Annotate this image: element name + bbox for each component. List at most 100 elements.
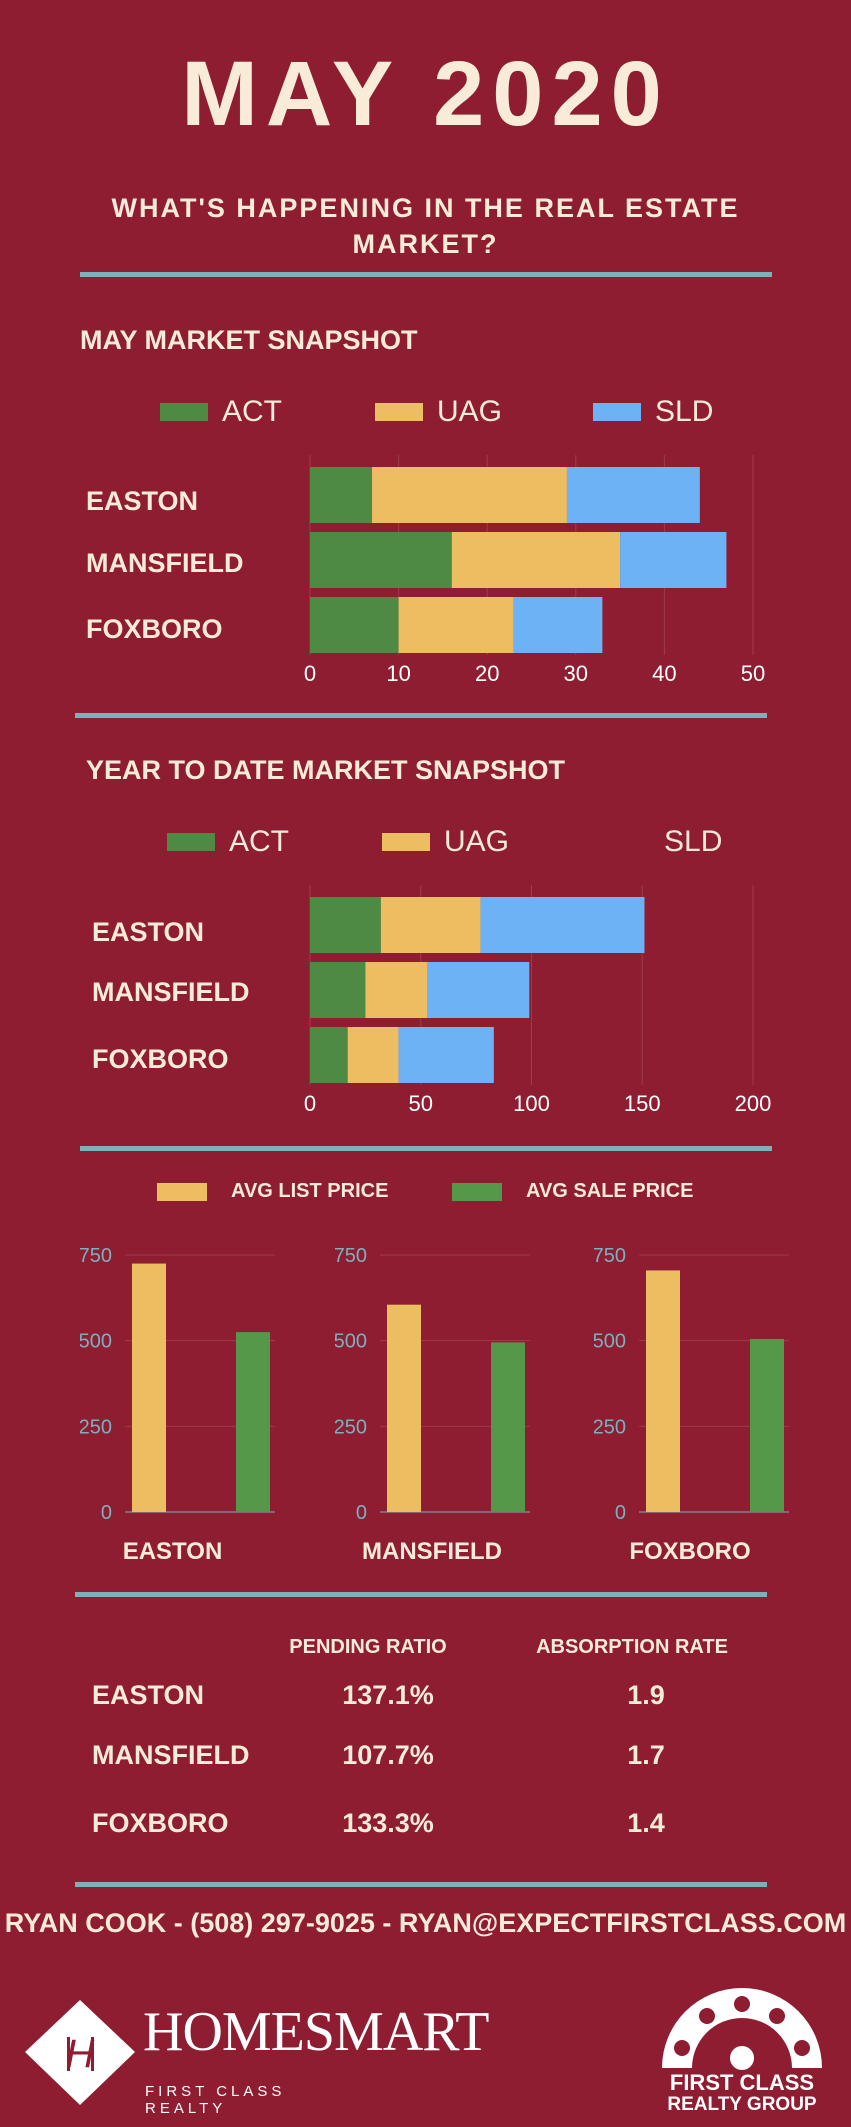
y-tick-label: 750 bbox=[594, 1245, 626, 1267]
first-class-logo: FIRST CLASS REALTY GROUP bbox=[652, 1978, 832, 2118]
ytd-city-label-mansfield: MANSFIELD bbox=[92, 977, 250, 1007]
ytd-city-label-foxboro: FOXBORO bbox=[92, 1044, 229, 1074]
y-tick-label: 500 bbox=[335, 1331, 367, 1353]
may-city-label-foxboro: FOXBORO bbox=[86, 614, 223, 644]
avg-list-price-bar bbox=[132, 1263, 166, 1512]
legend-label: AVG LIST PRICE bbox=[231, 1180, 389, 1202]
bar-sld-easton bbox=[566, 467, 700, 523]
homesmart-tagline: FIRST CLASS REALTY bbox=[145, 2083, 286, 2117]
x-tick-label: 200 bbox=[735, 1091, 772, 1115]
x-tick-label: 50 bbox=[409, 1091, 433, 1115]
y-tick-label: 0 bbox=[356, 1502, 367, 1520]
bar-sld-foxboro bbox=[513, 597, 603, 653]
ytd-legend-act: ACT bbox=[167, 825, 289, 859]
bar-act-mansfield bbox=[310, 962, 366, 1018]
legend-swatch-sale bbox=[452, 1182, 502, 1201]
y-tick-label: 250 bbox=[594, 1416, 626, 1438]
bar-uag-foxboro bbox=[347, 1027, 399, 1083]
table-row-label: EASTON bbox=[92, 1680, 205, 1710]
pending-ratio-value: 107.7% bbox=[342, 1740, 434, 1770]
y-tick-label: 750 bbox=[80, 1245, 112, 1267]
x-tick-label: 30 bbox=[564, 661, 588, 685]
contact-line: RYAN COOK - (508) 297-9025 - RYAN@EXPECT… bbox=[4, 1908, 847, 1938]
legend-swatch-list bbox=[157, 1182, 207, 1201]
divider bbox=[75, 1882, 767, 1887]
bar-sld-mansfield bbox=[427, 962, 530, 1018]
legend-swatch-act bbox=[167, 833, 215, 851]
avg-sale-price-bar bbox=[236, 1332, 270, 1512]
price-city-label-easton: EASTON bbox=[122, 1538, 223, 1565]
first-class-line2: REALTY GROUP bbox=[667, 2094, 817, 2115]
first-class-logo-mark bbox=[662, 1988, 822, 2070]
x-tick-label: 40 bbox=[652, 661, 676, 685]
avg-sale-price-bar bbox=[750, 1338, 784, 1512]
may-legend-act: ACT bbox=[160, 395, 282, 429]
homesmart-wordmark: HOMESMART bbox=[143, 2001, 489, 2063]
ytd-legend-uag: UAG bbox=[382, 825, 509, 859]
y-tick-label: 250 bbox=[335, 1416, 367, 1438]
x-tick-label: 10 bbox=[386, 661, 410, 685]
bar-uag-mansfield bbox=[365, 962, 428, 1018]
divider bbox=[80, 272, 772, 277]
table-header-pending-ratio: PENDING RATIO bbox=[289, 1636, 447, 1658]
x-tick-label: 150 bbox=[624, 1091, 661, 1115]
bar-uag-mansfield bbox=[451, 532, 621, 588]
bar-sld-foxboro bbox=[398, 1027, 494, 1083]
bar-act-easton bbox=[310, 467, 373, 523]
x-tick-label: 0 bbox=[304, 661, 316, 685]
avg-sale-price-bar bbox=[491, 1342, 525, 1512]
absorption-rate-value: 1.7 bbox=[627, 1740, 665, 1770]
ytd-market-snapshot-chart: 0 50 100 150 200 bbox=[304, 885, 772, 1115]
legend-label: UAG bbox=[437, 395, 503, 428]
y-tick-label: 0 bbox=[101, 1502, 112, 1520]
first-class-line1: FIRST CLASS bbox=[669, 2070, 815, 2095]
price-city-label-foxboro: FOXBORO bbox=[629, 1538, 751, 1565]
pending-ratio-value: 137.1% bbox=[342, 1680, 434, 1710]
y-tick-label: 250 bbox=[80, 1416, 112, 1438]
legend-swatch-sld bbox=[593, 403, 641, 421]
svg-text:H: H bbox=[66, 2032, 95, 2076]
easton-price-chart: 0 250 500 750 bbox=[80, 1245, 275, 1520]
x-tick-label: 20 bbox=[475, 661, 499, 685]
page-title: MAY 2020 bbox=[181, 43, 670, 145]
may-city-label-easton: EASTON bbox=[86, 486, 199, 516]
may-legend-uag: UAG bbox=[375, 395, 502, 429]
avg-list-price-bar bbox=[387, 1304, 421, 1512]
mansfield-price-chart: 0 250 500 750 bbox=[335, 1245, 530, 1520]
absorption-rate-value: 1.4 bbox=[627, 1808, 665, 1838]
price-legend-sale: AVG SALE PRICE bbox=[452, 1180, 693, 1203]
divider bbox=[80, 1146, 772, 1151]
y-tick-label: 750 bbox=[335, 1245, 367, 1267]
may-city-label-mansfield: MANSFIELD bbox=[86, 548, 244, 578]
may-market-snapshot-chart: 0 10 20 30 40 50 bbox=[304, 455, 765, 685]
bar-act-foxboro bbox=[310, 1027, 348, 1083]
legend-label: ACT bbox=[229, 825, 289, 858]
bar-act-foxboro bbox=[310, 597, 399, 653]
legend-swatch-uag bbox=[382, 833, 430, 851]
legend-label: ACT bbox=[222, 395, 282, 428]
absorption-rate-value: 1.9 bbox=[627, 1680, 665, 1710]
table-row-label: FOXBORO bbox=[92, 1808, 229, 1838]
ytd-city-label-easton: EASTON bbox=[92, 917, 205, 947]
avg-list-price-bar bbox=[646, 1270, 680, 1512]
ytd-snapshot-title: YEAR TO DATE MARKET SNAPSHOT bbox=[86, 755, 566, 785]
x-tick-label: 50 bbox=[741, 661, 765, 685]
bar-act-easton bbox=[310, 897, 381, 953]
may-legend-sld: SLD bbox=[593, 395, 713, 429]
divider bbox=[75, 713, 767, 718]
homesmart-logo-mark: H bbox=[25, 2000, 135, 2105]
divider bbox=[75, 1592, 767, 1597]
y-tick-label: 500 bbox=[594, 1331, 626, 1353]
page-subtitle: WHAT'S HAPPENING IN THE REAL ESTATE MARK… bbox=[111, 193, 740, 259]
legend-swatch-act bbox=[160, 403, 208, 421]
bar-uag-easton bbox=[380, 897, 481, 953]
table-row-label: MANSFIELD bbox=[92, 1740, 250, 1770]
homesmart-logo: H HOMESMART FIRST CLASS REALTY bbox=[25, 1995, 489, 2117]
pending-ratio-value: 133.3% bbox=[342, 1808, 434, 1838]
legend-label: SLD bbox=[655, 395, 714, 428]
bar-sld-mansfield bbox=[620, 532, 727, 588]
bar-uag-foxboro bbox=[398, 597, 514, 653]
bar-sld-easton bbox=[480, 897, 645, 953]
y-tick-label: 0 bbox=[615, 1502, 626, 1520]
legend-label: AVG SALE PRICE bbox=[526, 1180, 694, 1202]
